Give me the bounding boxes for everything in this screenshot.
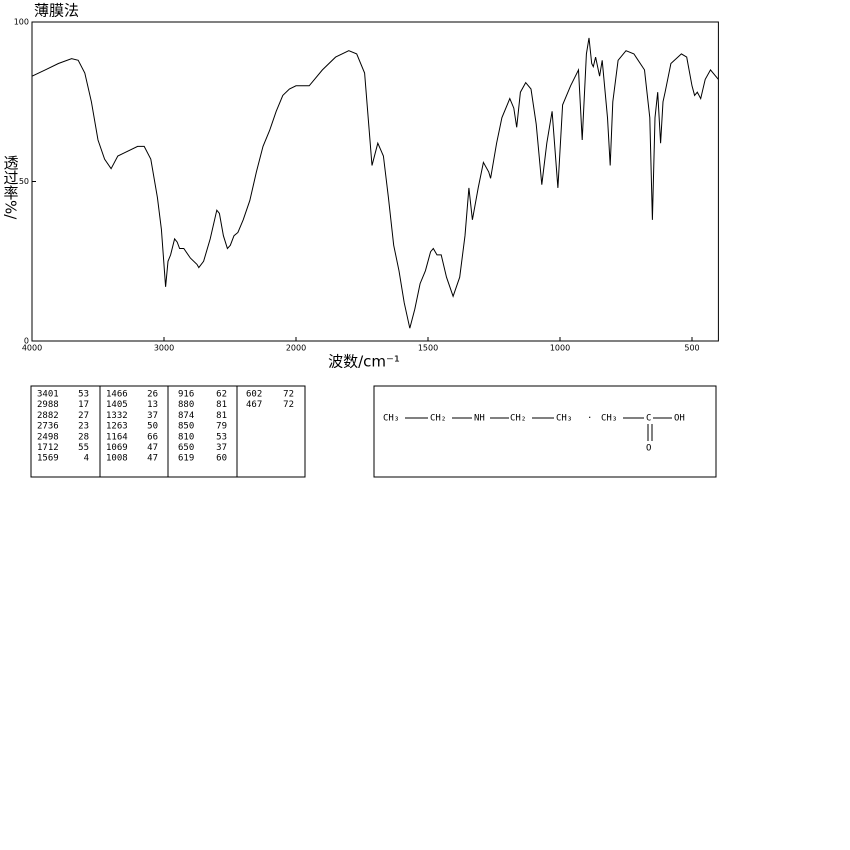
peak-wavenumber: 880 [178,400,194,410]
peak-transmittance: 37 [216,443,227,453]
atom: C [646,414,651,424]
structure: CH₃ CH₂ NH CH₂ CH₃ · CH₃ C OH O [373,385,717,478]
peak-transmittance: 28 [78,432,89,442]
y-axis-label: 透过率%/ [2,155,20,220]
peak-wavenumber: 1263 [106,422,128,432]
peak-transmittance: 72 [283,390,294,400]
peak-transmittance: 60 [216,454,227,464]
peak-transmittance: 53 [78,390,89,400]
structure-frame [373,385,717,478]
peak-wavenumber: 850 [178,422,194,432]
x-tick-label: 3000 [154,344,174,353]
peak-transmittance: 66 [147,432,158,442]
peak-wavenumber: 1008 [106,454,128,464]
x-tick-label: 1500 [418,344,438,353]
atom: CH₃ [383,414,399,424]
peak-transmittance: 81 [216,400,227,410]
peak-transmittance: 50 [147,422,158,432]
x-tick-label: 500 [684,344,699,353]
atom: O [646,444,651,454]
atom: NH [474,414,485,424]
peak-transmittance: 47 [147,443,158,453]
peak-wavenumber: 1712 [37,443,59,453]
peak-transmittance: 62 [216,390,227,400]
spectrum-line [31,37,719,329]
peak-transmittance: 26 [147,390,158,400]
peak-wavenumber: 874 [178,411,194,421]
y-tick-label: 50 [19,177,29,186]
peak-transmittance: 4 [84,454,89,464]
peak-wavenumber: 916 [178,390,194,400]
peak-wavenumber: 619 [178,454,194,464]
peak-wavenumber: 1466 [106,390,128,400]
peak-wavenumber: 1069 [106,443,128,453]
atom: CH₂ [430,414,446,424]
peak-transmittance: 79 [216,422,227,432]
x-tick-label: 4000 [22,344,42,353]
peak-transmittance: 55 [78,443,89,453]
peak-wavenumber: 2736 [37,422,59,432]
peak-wavenumber: 1164 [106,432,128,442]
atom: CH₃ [601,414,617,424]
peak-wavenumber: 602 [246,390,262,400]
peak-wavenumber: 810 [178,432,194,442]
peak-transmittance: 81 [216,411,227,421]
peak-transmittance: 13 [147,400,158,410]
atom: CH₃ [556,414,572,424]
atom: OH [674,414,685,424]
y-tick-label: 0 [24,337,29,346]
y-tick-label: 100 [14,18,29,27]
peak-wavenumber: 1405 [106,400,128,410]
peak-transmittance: 47 [147,454,158,464]
dot: · [587,414,592,424]
peak-wavenumber: 467 [246,400,262,410]
peak-wavenumber: 2988 [37,400,59,410]
peak-transmittance: 17 [78,400,89,410]
peak-table: 3401 53 2988 17 2882 27 2736 23 2498 28 1712 55 1569… [30,385,306,478]
atom: CH₂ [510,414,526,424]
x-tick-label: 1000 [550,344,570,353]
peak-wavenumber: 1332 [106,411,128,421]
peak-wavenumber: 650 [178,443,194,453]
x-axis-label: 波数/cm⁻¹ [328,353,400,371]
peak-transmittance: 53 [216,432,227,442]
peak-transmittance: 23 [78,422,89,432]
peak-wavenumber: 2498 [37,432,59,442]
peak-wavenumber: 3401 [37,390,59,400]
peak-transmittance: 27 [78,411,89,421]
x-tick-label: 2000 [286,344,306,353]
peak-wavenumber: 1569 [37,454,59,464]
peak-wavenumber: 2882 [37,411,59,421]
chart-title: 薄膜法 [34,2,79,20]
peak-transmittance: 37 [147,411,158,421]
peak-transmittance: 72 [283,400,294,410]
